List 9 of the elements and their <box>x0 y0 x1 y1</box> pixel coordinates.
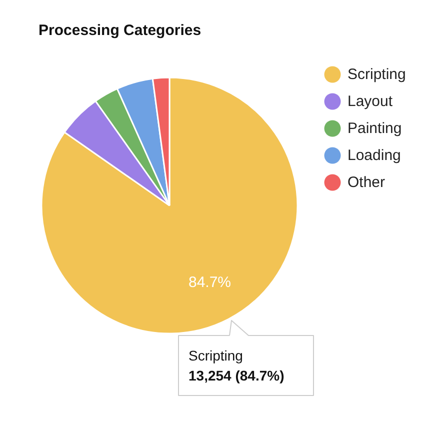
data-label: 84.7% <box>188 274 232 292</box>
legend-label: Layout <box>348 93 394 110</box>
legend-label: Scripting <box>348 66 406 83</box>
legend-label: Painting <box>348 120 402 137</box>
legend-label: Other <box>348 174 386 191</box>
chart-title: Processing Categories <box>38 22 202 39</box>
text: Scripting <box>188 348 243 364</box>
legend-label: Loading <box>348 147 401 164</box>
text: 13,254 (84.7%) <box>188 368 284 384</box>
